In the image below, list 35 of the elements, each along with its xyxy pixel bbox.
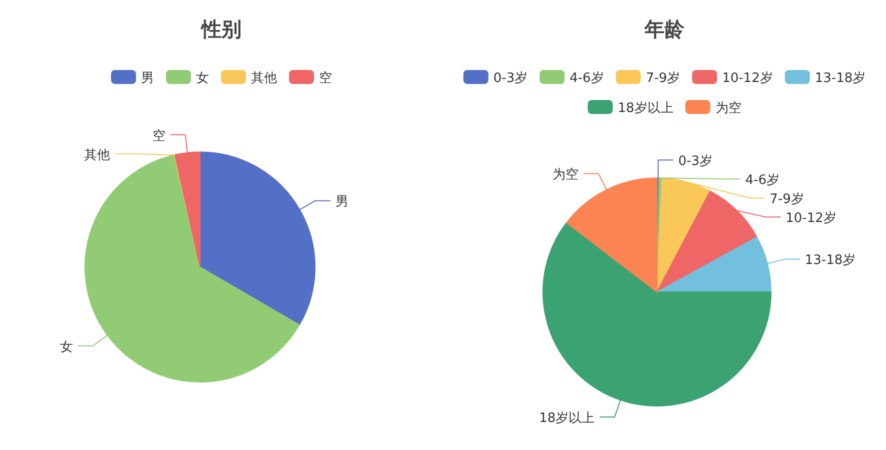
legend-item: 男 [111,70,154,86]
slice-label: 0-3岁 [678,154,712,170]
chart-title: 年龄 [644,17,686,41]
legend-label: 4-6岁 [570,71,604,86]
slice-label: 10-12岁 [786,211,836,226]
legend-label: 13-18岁 [814,71,866,86]
slice-label: 4-6岁 [745,173,780,188]
slice-label: 为空 [552,168,579,183]
legend-label: 女 [196,71,209,86]
legend-label: 空 [319,71,332,86]
legend-item: 13-18岁 [784,70,866,86]
legend-label: 为空 [715,101,742,116]
legend-label: 0-3岁 [493,71,528,86]
legend-item: 其他 [221,70,277,86]
slice-label: 女 [60,340,73,355]
legend-label: 男 [141,71,154,86]
slice-label: 其他 [84,148,110,163]
legend-label: 7-9岁 [646,71,680,86]
chart-title: 性别 [200,17,242,41]
legend-item: 18岁以上 [588,100,674,116]
legend-label: 其他 [251,71,277,86]
legend-item: 女 [166,70,209,86]
legend-item: 7-9岁 [616,70,680,86]
slice-label: 13-18岁 [804,253,856,268]
legend-item: 10-12岁 [692,70,773,86]
legend-item: 为空 [685,100,742,116]
slice-label: 7-9岁 [770,192,804,208]
legend-label: 18岁以上 [618,101,674,116]
slice-label: 18岁以上 [539,411,595,426]
legend-label: 10-12岁 [722,71,773,86]
legend-item: 0-3岁 [463,70,528,86]
slice-label: 男 [335,194,348,210]
slice-label: 空 [152,128,166,144]
legend-item: 4-6岁 [540,70,604,86]
legend-item: 空 [289,70,332,86]
